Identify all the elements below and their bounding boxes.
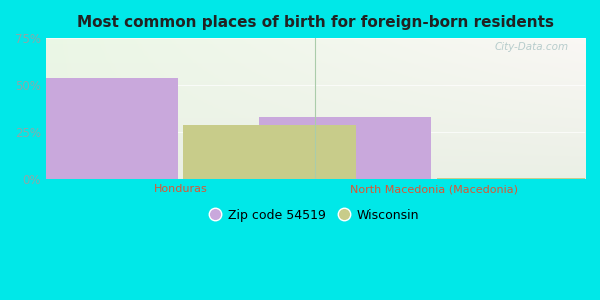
Bar [437, 178, 600, 179]
Legend: Zip code 54519, Wisconsin: Zip code 54519, Wisconsin [206, 204, 424, 227]
Bar [259, 117, 431, 179]
Bar [5, 78, 178, 179]
Text: City-Data.com: City-Data.com [495, 42, 569, 52]
Title: Most common places of birth for foreign-born residents: Most common places of birth for foreign-… [77, 15, 554, 30]
Bar [184, 125, 356, 179]
